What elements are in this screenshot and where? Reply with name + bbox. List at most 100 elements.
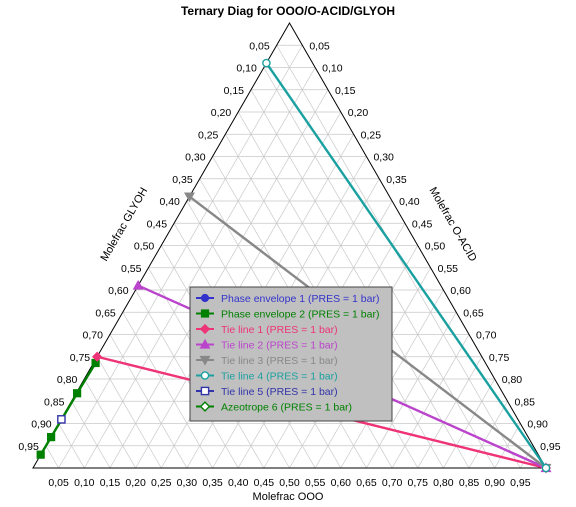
bottom-tick-label: 0,70 (382, 477, 403, 489)
left-tick-label: 0,85 (44, 396, 65, 408)
left-tick-label: 0,95 (18, 441, 39, 453)
data-point (73, 389, 82, 398)
right-tick-label: 0,05 (309, 40, 330, 52)
grid-line (468, 401, 508, 469)
bottom-tick-label: 0,35 (202, 477, 223, 489)
bottom-tick-label: 0,45 (254, 477, 275, 489)
data-point (132, 279, 144, 290)
grid-line (96, 356, 162, 469)
legend-label: Phase envelope 2 (PRES = 1 bar) (221, 309, 379, 321)
bottom-tick-label: 0,40 (228, 477, 249, 489)
left-tick-label: 0,35 (172, 174, 193, 186)
right-tick-label: 0,85 (515, 396, 536, 408)
legend-label: Phase envelope 1 (PRES = 1 bar) (221, 293, 379, 305)
left-tick-label: 0,70 (83, 330, 104, 342)
grid-line (58, 45, 303, 469)
grid-line (58, 423, 85, 469)
legend-box (189, 286, 393, 422)
grid-line (443, 378, 496, 469)
grid-line (71, 401, 111, 469)
left-tick-label: 0,75 (70, 352, 91, 364)
left-tick-label: 0,15 (224, 85, 245, 97)
legend-swatch-marker (199, 355, 211, 366)
data-point (541, 463, 551, 473)
legend-label: Azeotrope 6 (PRES = 1 bar) (221, 402, 352, 414)
bottom-tick-label: 0,65 (356, 477, 377, 489)
right-tick-label: 0,50 (425, 241, 446, 253)
chart-title: Ternary Diag for OOO/O-ACID/GLYOH (181, 4, 395, 18)
legend-label: Tie line 5 (PRES = 1 bar) (221, 386, 338, 398)
bottom-tick-label: 0,80 (433, 477, 454, 489)
grid-line (494, 423, 521, 469)
right-tick-label: 0,15 (335, 85, 356, 97)
right-tick-label: 0,35 (386, 174, 407, 186)
bottom-tick-label: 0,90 (484, 477, 505, 489)
left-tick-label: 0,60 (108, 285, 129, 297)
right-tick-label: 0,45 (412, 218, 433, 230)
grid-line (417, 356, 483, 469)
left-tick-label: 0,25 (198, 129, 219, 141)
series-line (265, 62, 547, 469)
right-tick-label: 0,20 (348, 107, 369, 119)
right-tick-label: 0,25 (361, 129, 382, 141)
bottom-tick-label: 0,85 (459, 477, 480, 489)
right-tick-label: 0,55 (438, 263, 459, 275)
legend-swatch-marker (199, 338, 211, 349)
right-tick-label: 0,90 (527, 419, 548, 431)
legend-swatch-marker (199, 401, 211, 412)
triangle-border (32, 21, 547, 469)
left-tick-label: 0,80 (57, 374, 78, 386)
legend-swatch-marker (200, 309, 210, 318)
bottom-tick-label: 0,55 (305, 477, 326, 489)
grid-line (520, 445, 534, 469)
bottom-tick-label: 0,25 (151, 477, 172, 489)
legend-swatch-marker (200, 371, 210, 380)
data-point (262, 58, 271, 68)
grid-line (276, 45, 521, 469)
series-6 (262, 58, 551, 473)
tick-labels: 0,05 0,05 0,05 0,10 0,10 0,10 0,15 0,15 0,15 0,20… (18, 40, 560, 489)
right-tick-label: 0,75 (489, 352, 510, 364)
grid-line (109, 334, 188, 469)
right-tick-label: 0,95 (540, 441, 561, 453)
legend-swatch-marker (200, 293, 210, 303)
data-point (184, 192, 195, 203)
left-tick-label: 0,45 (147, 218, 168, 230)
legend-swatch-marker (199, 323, 211, 335)
legend-label: Tie line 2 (PRES = 1 bar) (221, 340, 338, 352)
legend: Phase envelope 1 (PRES = 1 bar) Phase env… (189, 286, 393, 422)
grid-line (391, 334, 470, 469)
data-point (57, 415, 66, 424)
left-tick-label: 0,55 (121, 263, 142, 275)
left-tick-label: 0,30 (185, 152, 206, 164)
bottom-tick-label: 0,75 (408, 477, 429, 489)
left-tick-label: 0,50 (134, 241, 155, 253)
data-point (92, 351, 103, 362)
grid-line (109, 89, 329, 469)
bottom-tick-label: 0,95 (510, 477, 531, 489)
data-point (36, 450, 45, 459)
right-tick-label: 0,70 (476, 330, 497, 342)
right-tick-label: 0,10 (322, 63, 343, 75)
left-tick-label: 0,10 (236, 63, 257, 75)
bottom-axis-label: Molefrac OOO (253, 491, 324, 503)
grid-line (83, 378, 136, 469)
bottom-tick-label: 0,10 (74, 477, 95, 489)
grid-line (45, 445, 59, 469)
left-tick-label: 0,90 (31, 419, 52, 431)
left-tick-label: 0,65 (95, 307, 116, 319)
right-tick-label: 0,60 (450, 285, 471, 297)
bottom-tick-label: 0,60 (331, 477, 352, 489)
left-tick-label: 0,40 (159, 196, 180, 208)
right-tick-label: 0,40 (399, 196, 420, 208)
legend-label: Tie line 1 (PRES = 1 bar) (221, 324, 338, 336)
legend-label: Tie line 3 (PRES = 1 bar) (221, 355, 338, 367)
data-point (47, 433, 56, 442)
left-tick-label: 0,20 (211, 107, 232, 119)
grid-line (250, 89, 470, 469)
right-tick-label: 0,80 (502, 374, 523, 386)
right-tick-label: 0,65 (463, 307, 484, 319)
bottom-tick-label: 0,05 (48, 477, 69, 489)
grid-line (366, 312, 457, 469)
